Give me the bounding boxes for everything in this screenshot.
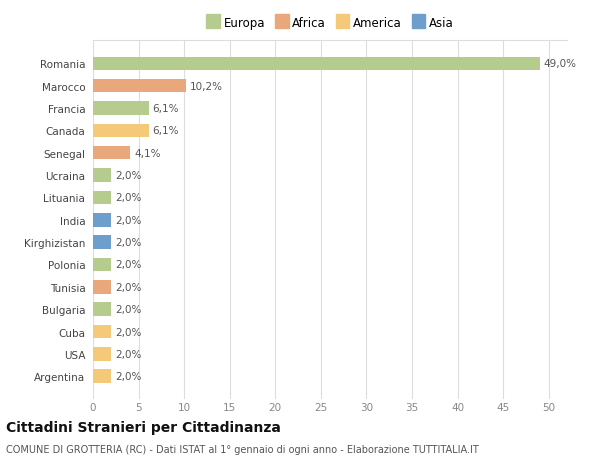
Bar <box>93 57 539 71</box>
Text: 6,1%: 6,1% <box>152 104 179 114</box>
Bar <box>93 102 149 116</box>
Bar <box>93 303 111 316</box>
Bar <box>93 147 130 160</box>
Bar <box>93 124 149 138</box>
Text: 4,1%: 4,1% <box>134 148 161 158</box>
Text: 2,0%: 2,0% <box>115 282 141 292</box>
Text: COMUNE DI GROTTERIA (RC) - Dati ISTAT al 1° gennaio di ogni anno - Elaborazione : COMUNE DI GROTTERIA (RC) - Dati ISTAT al… <box>6 444 479 454</box>
Text: 2,0%: 2,0% <box>115 215 141 225</box>
Text: Cittadini Stranieri per Cittadinanza: Cittadini Stranieri per Cittadinanza <box>6 420 281 434</box>
Bar <box>93 236 111 249</box>
Bar <box>93 325 111 338</box>
Legend: Europa, Africa, America, Asia: Europa, Africa, America, Asia <box>203 14 457 32</box>
Text: 2,0%: 2,0% <box>115 349 141 359</box>
Text: 49,0%: 49,0% <box>544 59 577 69</box>
Bar <box>93 369 111 383</box>
Text: 2,0%: 2,0% <box>115 327 141 337</box>
Bar <box>93 169 111 182</box>
Text: 2,0%: 2,0% <box>115 193 141 203</box>
Text: 2,0%: 2,0% <box>115 260 141 270</box>
Bar <box>93 258 111 272</box>
Bar <box>93 280 111 294</box>
Bar <box>93 347 111 361</box>
Text: 10,2%: 10,2% <box>190 82 223 91</box>
Text: 2,0%: 2,0% <box>115 304 141 314</box>
Bar <box>93 191 111 205</box>
Bar <box>93 213 111 227</box>
Text: 2,0%: 2,0% <box>115 371 141 381</box>
Text: 6,1%: 6,1% <box>152 126 179 136</box>
Bar <box>93 80 186 93</box>
Text: 2,0%: 2,0% <box>115 171 141 181</box>
Text: 2,0%: 2,0% <box>115 238 141 247</box>
